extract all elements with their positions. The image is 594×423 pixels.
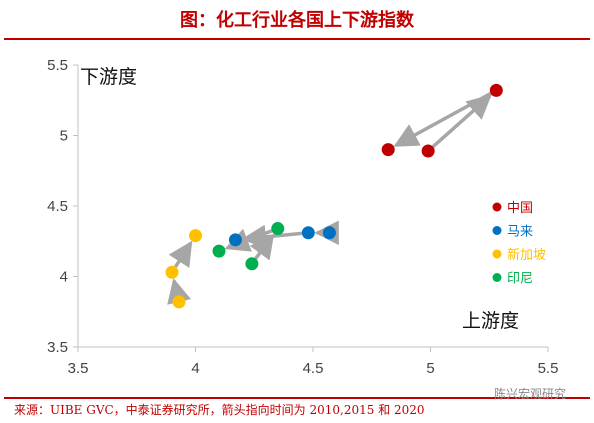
data-point: [172, 295, 186, 309]
footer-divider: [4, 397, 590, 399]
x-tick-label: 4.5: [303, 360, 324, 377]
trajectory-arrow: [249, 233, 275, 261]
y-tick-label: 5.5: [47, 57, 68, 74]
trajectory-arrow: [168, 240, 193, 268]
y-axis-label: 下游度: [80, 66, 137, 88]
x-tick-label: 4: [191, 360, 199, 377]
data-point: [322, 226, 336, 240]
chart-title: 图：化工行业各国上下游指数: [180, 10, 414, 31]
legend-label: 马来: [507, 225, 533, 240]
data-point: [228, 233, 242, 247]
trajectory-arrow: [431, 94, 492, 148]
title-divider: [4, 38, 590, 40]
x-tick-label: 3.5: [68, 360, 89, 377]
x-tick-label: 5: [426, 360, 434, 377]
axes: 3.5 4 4.5 5 5.5 3.5 4 4.5 5 5.5: [47, 57, 558, 377]
data-point: [271, 222, 285, 236]
legend-marker: [492, 249, 502, 259]
legend-label: 中国: [507, 201, 533, 216]
data-point: [212, 244, 226, 258]
y-tick-label: 5: [60, 128, 68, 145]
data-point: [189, 229, 202, 243]
legend-label: 印尼: [507, 272, 533, 287]
legend-marker: [492, 226, 502, 235]
watermark-text: 陈兴宏观研究: [494, 387, 567, 401]
arrows: [167, 91, 492, 305]
data-points: [165, 83, 503, 309]
x-tick-label: 5.5: [538, 360, 559, 377]
y-tick-label: 3.5: [47, 339, 68, 356]
data-point: [165, 265, 179, 279]
data-point: [421, 144, 435, 158]
trajectory-arrow: [167, 278, 191, 305]
y-tick-label: 4: [60, 269, 68, 286]
source-note: 来源：UIBE GVC，中泰证券研究所，箭头指向时间为 2010,2015 和 …: [14, 403, 425, 417]
y-tick-label: 4.5: [47, 198, 68, 215]
legend-label: 新加坡: [507, 247, 546, 263]
data-point: [245, 257, 259, 271]
legend-marker: [492, 202, 502, 212]
data-point: [489, 83, 503, 97]
data-point: [381, 143, 395, 157]
legend-marker: [492, 273, 502, 282]
trajectory-arrow: [393, 91, 492, 148]
data-point: [301, 226, 315, 240]
x-axis-label: 上游度: [462, 310, 519, 332]
